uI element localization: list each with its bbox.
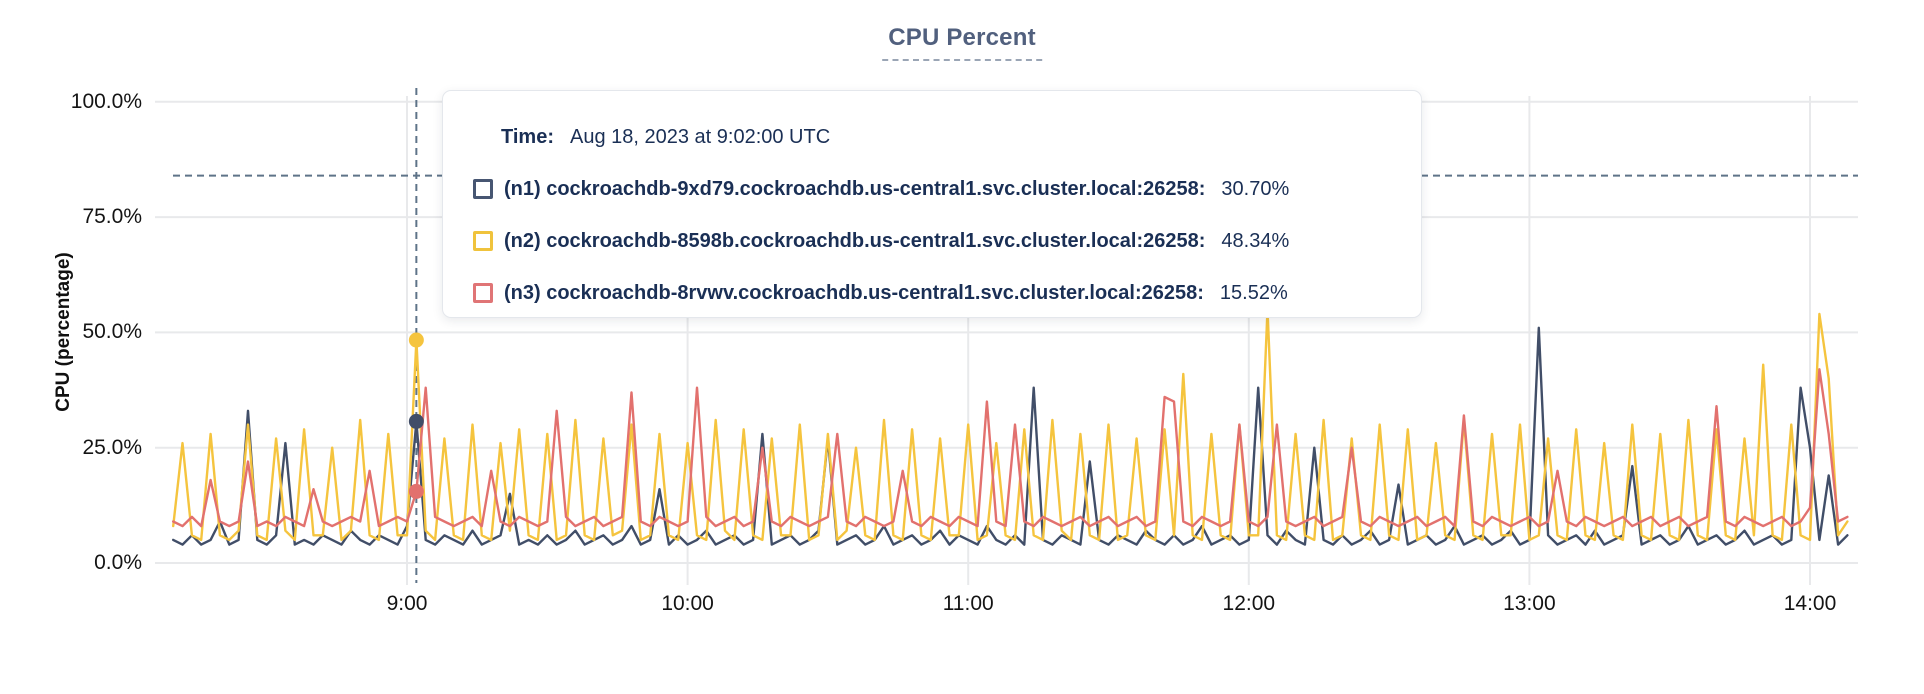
x-tick-label: 12:00 (1222, 592, 1276, 615)
tooltip-series-name: (n3) cockroachdb-8rvwv.cockroachdb.us-ce… (504, 282, 1204, 304)
tooltip-series-value: 30.70% (1221, 178, 1290, 200)
x-tick-label: 9:00 (386, 592, 428, 615)
tooltip-time-row: Time: Aug 18, 2023 at 9:02:00 UTC (501, 123, 1393, 151)
hover-point-n1 (408, 413, 424, 429)
hover-tooltip: Time: Aug 18, 2023 at 9:02:00 UTC (n1) co… (442, 90, 1422, 318)
x-tick-label: 13:00 (1503, 592, 1556, 615)
series-line-n3 (171, 368, 1849, 528)
x-tick-label: 11:00 (942, 592, 994, 615)
series-line-n1 (171, 326, 1849, 546)
tooltip-series-name: (n1) cockroachdb-9xd79.cockroachdb.us-ce… (504, 178, 1206, 200)
tooltip-time-label: Time: (501, 126, 554, 148)
tooltip-series-value: 15.52% (1219, 282, 1288, 304)
y-tick-label: 25.0% (82, 435, 142, 459)
series-line-n2 (171, 308, 1849, 542)
chart-title[interactable]: CPU Percent (882, 24, 1042, 61)
y-tick-label: 0.0% (94, 551, 142, 574)
tooltip-series-name: (n2) cockroachdb-8598b.cockroachdb.us-ce… (504, 230, 1206, 252)
series-color-swatch-icon (473, 179, 493, 199)
hover-point-n3 (408, 483, 424, 499)
tooltip-series-rows: (n1) cockroachdb-9xd79.cockroachdb.us-ce… (473, 175, 1393, 307)
tooltip-series-value: 48.34% (1221, 230, 1290, 252)
hover-point-n2 (408, 332, 424, 348)
y-tick-label: 75.0% (82, 205, 142, 229)
x-tick-label: 14:00 (1783, 592, 1837, 615)
y-tick-label: 100.0% (70, 89, 142, 113)
tooltip-series-row: (n2) cockroachdb-8598b.cockroachdb.us-ce… (473, 227, 1393, 255)
series-color-swatch-icon (473, 283, 493, 303)
tooltip-series-row: (n3) cockroachdb-8rvwv.cockroachdb.us-ce… (473, 279, 1393, 307)
x-tick-label: 10:00 (661, 592, 714, 615)
tooltip-time-value: Aug 18, 2023 at 9:02:00 UTC (569, 126, 831, 148)
y-tick-label: 50.0% (82, 320, 142, 344)
tooltip-series-row: (n1) cockroachdb-9xd79.cockroachdb.us-ce… (473, 175, 1393, 203)
series-color-swatch-icon (473, 231, 493, 251)
